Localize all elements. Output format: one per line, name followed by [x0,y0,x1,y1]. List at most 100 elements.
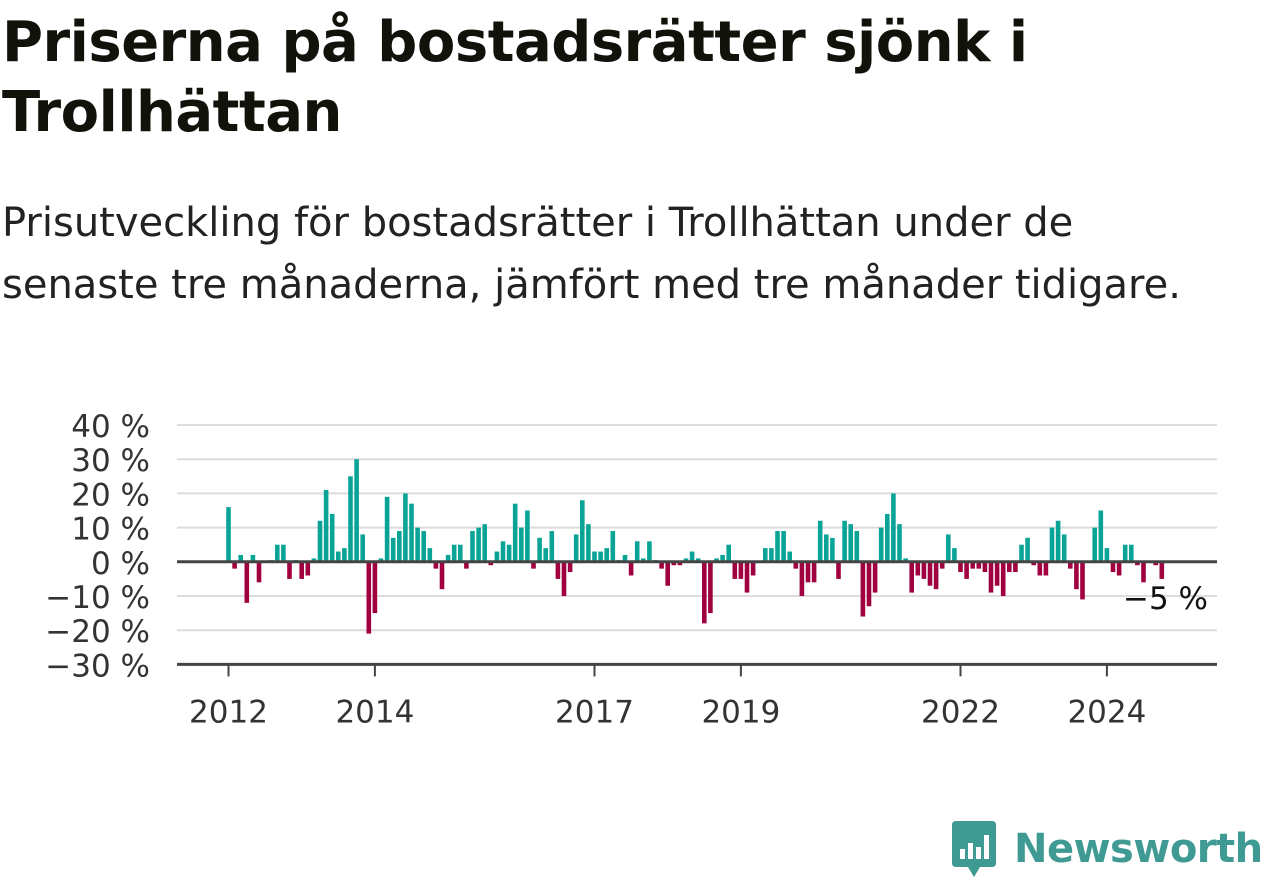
bar [275,544,280,562]
bar [1068,561,1073,569]
bar [622,554,628,562]
bar [299,561,304,579]
y-tick-label: −10 % [45,580,150,616]
bar [537,537,542,562]
bar [860,561,866,617]
bar [872,561,878,593]
bar [628,561,634,576]
bar [561,561,567,596]
bar [830,537,835,562]
bar [1080,561,1085,600]
bar [250,554,256,562]
bar [732,561,738,579]
bar [976,561,982,569]
bar [781,531,786,562]
bar [586,524,591,562]
bar [909,561,914,593]
bar [397,531,402,562]
bar [244,561,250,603]
brand-name: Newsworthy [1014,826,1262,872]
bar [964,561,969,579]
bar [952,548,957,562]
bar [336,551,341,562]
chart-title: Priserna på bostadsrätter sjönk i Trollh… [2,10,1028,145]
bar [421,531,426,562]
bar [946,534,951,562]
y-tick-label: −20 % [45,614,150,650]
bar [811,561,817,583]
bar [1098,510,1104,562]
bar [476,527,481,562]
y-tick-label: −30 % [45,648,150,684]
bar [1110,561,1116,573]
bar [726,544,731,562]
bar [470,531,475,562]
bar [311,558,317,562]
bar [1025,537,1030,562]
bar [683,558,689,562]
bar [1019,544,1024,562]
bar [573,534,579,562]
bar [378,558,384,562]
bar [787,551,792,562]
bar [878,527,884,562]
bar [994,561,1000,586]
bar [488,561,494,566]
bar [427,548,433,562]
bar [1104,548,1110,562]
bar [287,561,292,579]
y-tick-label: 10 % [71,512,150,548]
bar [525,510,530,562]
bar [897,524,902,562]
bar [403,493,408,562]
bar [982,561,988,573]
bar [360,534,365,562]
bar [1135,561,1140,566]
bar [958,561,963,573]
last-value-label: −5 % [1123,581,1208,617]
bar [817,520,823,562]
bar [939,561,945,569]
bar [689,551,695,562]
bar [329,513,335,562]
axes [177,560,1217,666]
bar [1092,527,1097,562]
brand-logo: Newsworthy [950,818,1262,880]
bar [702,561,707,624]
bar [720,554,725,562]
bar [915,561,921,576]
bar [305,561,311,576]
bar [372,561,378,614]
bar [354,459,359,562]
x-tick-label: 2024 [1067,694,1146,730]
bar [464,561,469,569]
bar [750,561,756,576]
bar [933,561,939,590]
bar [592,551,597,562]
bar [866,561,872,607]
newsworthy-logo-icon [952,821,996,877]
bar [659,561,664,569]
bar [342,548,347,562]
bar [433,561,439,569]
bar [458,544,463,562]
bar [531,561,536,569]
bar [317,520,323,562]
y-axis-labels: 40 %30 %20 %10 %0 %−10 %−20 %−30 % [45,409,150,684]
y-tick-label: 0 % [91,546,150,582]
bar [439,561,445,590]
bar [610,531,616,562]
bar [799,561,805,596]
bar [988,561,994,593]
bar [384,496,390,562]
bar [1074,561,1079,590]
x-tick-label: 2012 [189,694,268,730]
bar [1116,561,1122,576]
bar [970,561,975,569]
bar [580,500,585,562]
bar [506,544,512,562]
bar [281,544,286,562]
bar [366,561,372,634]
bar [824,534,829,562]
x-tick-label: 2022 [921,694,1000,730]
